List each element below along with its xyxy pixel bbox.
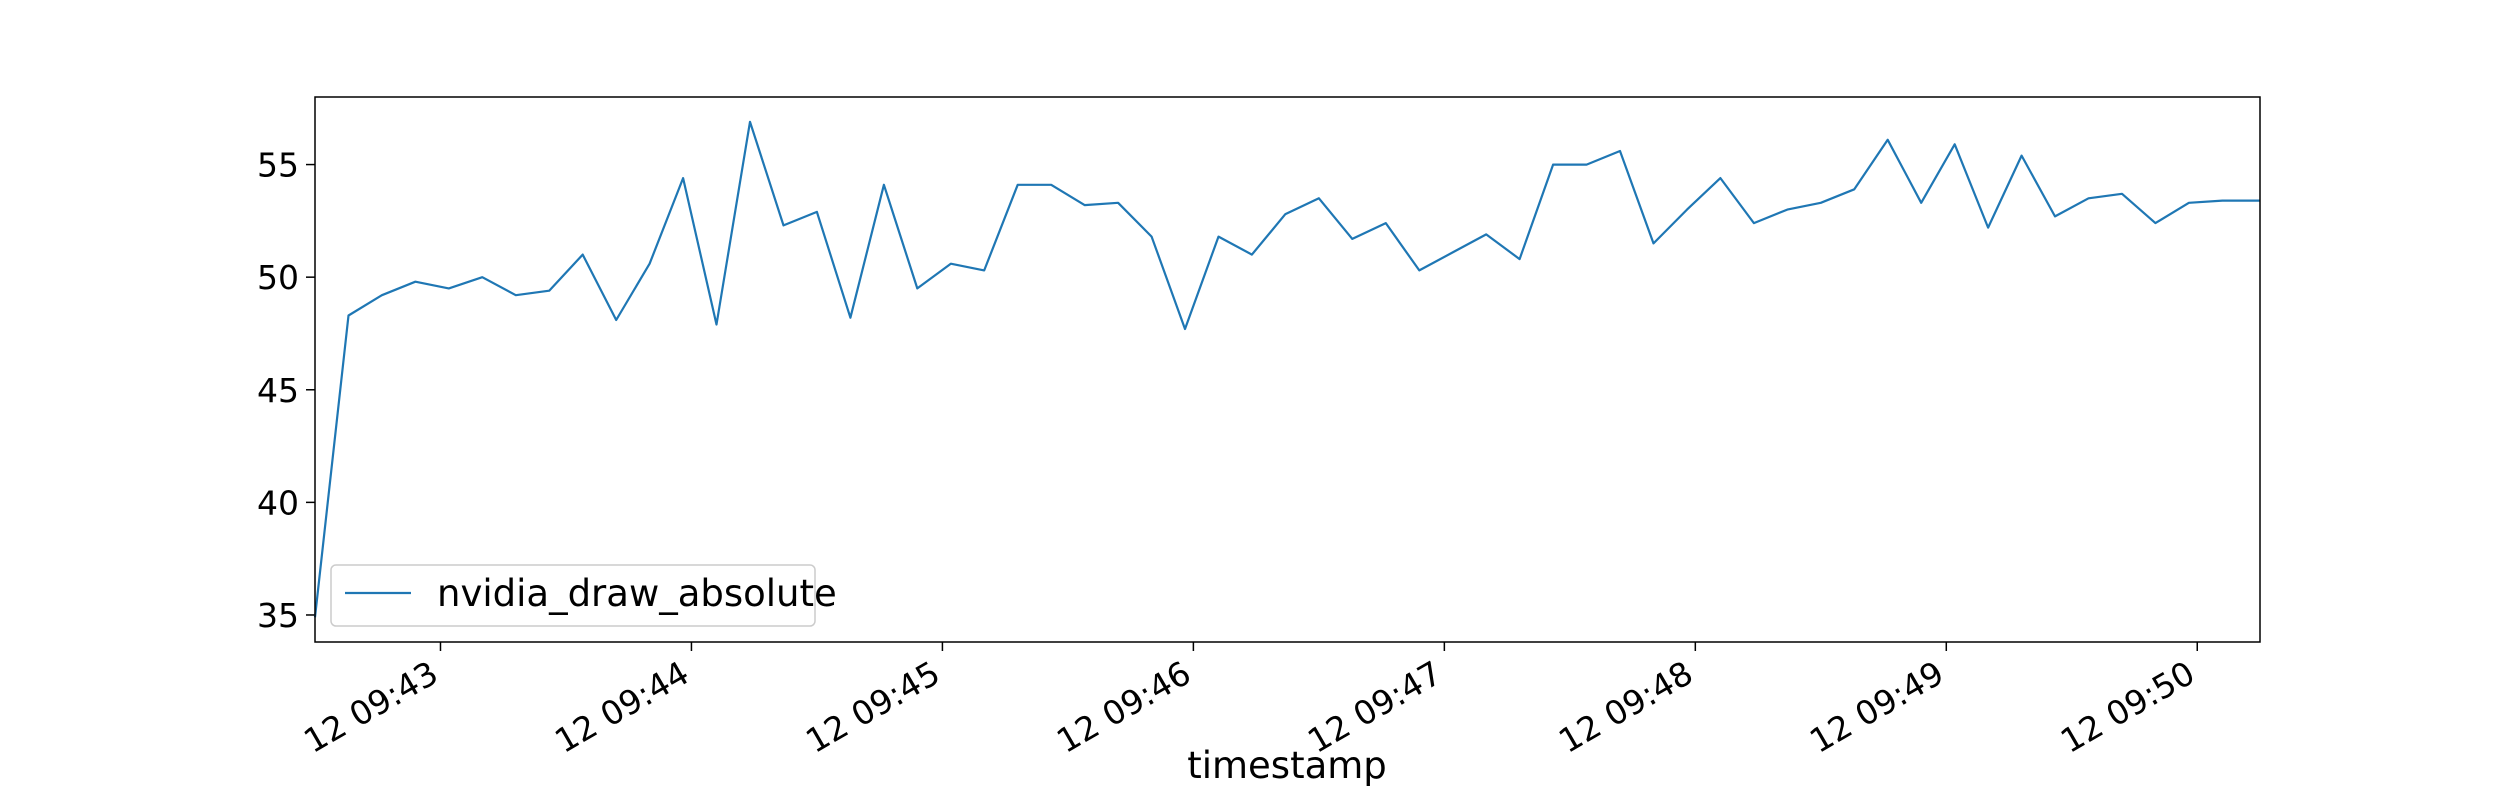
x-axis: 12 09:43 12 09:44 12 09:45 12 09:46 12 09:47… <box>297 642 2201 761</box>
plot-frame <box>314 96 2261 643</box>
y-tick-label: 55 <box>257 146 299 185</box>
y-tick-label: 35 <box>257 596 299 635</box>
x-tick-label: 12 09:43 <box>297 653 444 761</box>
y-axis: 35 40 45 50 55 <box>257 146 315 635</box>
y-tick-label: 45 <box>257 371 299 410</box>
x-tick-label: 12 09:46 <box>1050 653 1197 761</box>
x-tick-label: 12 09:45 <box>799 653 946 761</box>
legend-box <box>330 564 816 627</box>
legend-label: nvidia_draw_absolute <box>437 572 837 615</box>
x-tick-label: 12 09:44 <box>548 653 695 761</box>
x-tick-label: 12 09:48 <box>1552 653 1699 761</box>
y-tick-label: 40 <box>257 483 299 522</box>
x-tick-label: 12 09:49 <box>1803 653 1950 761</box>
plot-area <box>315 97 2260 642</box>
x-axis-title: timestamp <box>1187 744 1387 787</box>
y-tick-label: 50 <box>257 258 299 297</box>
series-layer <box>313 120 2261 618</box>
legend: nvidia_draw_absolute <box>330 564 837 627</box>
x-tick-label: 12 09:50 <box>2054 653 2201 761</box>
